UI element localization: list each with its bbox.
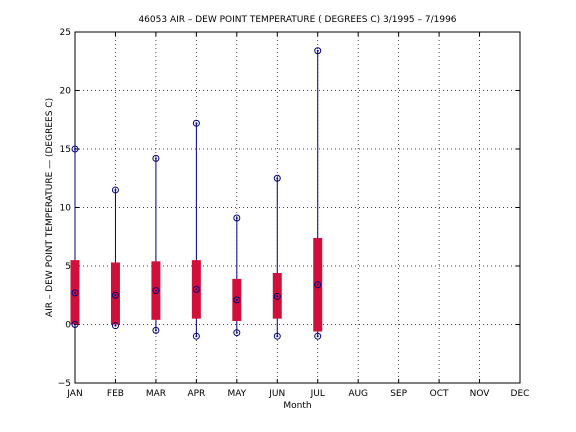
median-marker-dot — [154, 289, 157, 292]
box-jul — [313, 47, 323, 340]
y-tick-label: 5 — [65, 262, 71, 272]
x-tick-label: FEB — [107, 389, 124, 399]
max-marker — [273, 174, 281, 182]
min-marker — [314, 332, 322, 340]
x-tick-label: JUN — [268, 389, 285, 399]
median-marker — [273, 292, 281, 300]
box-may — [232, 214, 242, 337]
y-tick-label: 25 — [60, 28, 71, 38]
y-tick-label: 20 — [60, 87, 72, 97]
x-tick-label: SEP — [390, 389, 407, 399]
max-marker — [71, 145, 79, 153]
x-tick-label: DEC — [511, 389, 530, 399]
median-marker — [152, 287, 160, 295]
median-marker-dot — [195, 288, 198, 291]
median-marker-dot — [74, 291, 76, 294]
y-tick-label: −5 — [58, 379, 71, 389]
max-marker-dot — [276, 177, 279, 180]
box-series — [70, 47, 323, 340]
x-tick-label: AUG — [348, 389, 368, 399]
median-marker-dot — [235, 298, 238, 301]
max-marker — [192, 119, 200, 127]
max-marker — [111, 186, 119, 194]
median-marker — [233, 296, 241, 304]
median-marker — [71, 289, 79, 297]
min-marker-dot — [235, 331, 238, 334]
median-marker-dot — [114, 294, 117, 297]
median-marker-dot — [276, 295, 279, 298]
min-marker — [233, 329, 241, 337]
max-marker — [233, 214, 241, 222]
x-tick-label: JUL — [310, 389, 325, 399]
x-tick-label: MAR — [146, 389, 166, 399]
median-marker — [111, 291, 119, 299]
min-marker — [273, 332, 281, 340]
max-marker-dot — [154, 157, 157, 160]
x-axis-label: Month — [283, 401, 311, 411]
max-marker-dot — [195, 122, 198, 125]
y-tick-label: 10 — [60, 204, 72, 214]
axis-ticks — [74, 31, 521, 384]
x-tick-label: OCT — [430, 389, 449, 399]
max-marker-dot — [316, 49, 319, 52]
iqr-box — [110, 262, 120, 325]
median-marker-dot — [316, 283, 319, 286]
min-marker-dot — [154, 329, 157, 332]
y-tick-label: 15 — [60, 145, 71, 155]
max-marker-dot — [235, 217, 238, 220]
x-tick-label: MAY — [227, 389, 246, 399]
y-tick-label: 0 — [65, 321, 71, 331]
box-jun — [272, 174, 282, 340]
min-marker — [152, 326, 160, 334]
min-marker-dot — [114, 324, 117, 327]
y-axis-label: AIR – DEW POINT TEMPERATURE — (DEGREES C… — [45, 98, 55, 317]
median-marker — [192, 285, 200, 293]
min-marker-dot — [276, 335, 279, 338]
min-marker-dot — [195, 335, 198, 338]
box-apr — [191, 119, 201, 340]
min-marker — [192, 332, 200, 340]
x-tick-label: NOV — [470, 389, 491, 399]
min-marker-dot — [316, 335, 319, 338]
box-mar — [151, 154, 161, 334]
median-marker — [314, 281, 322, 289]
x-tick-label: JAN — [66, 389, 82, 399]
max-marker-dot — [114, 188, 117, 191]
tick-labels: JAN FEB MAR APR MAY JUN JUL AUG SEP OCT NOV DEC −5 0 5… — [58, 28, 530, 399]
max-marker-dot — [74, 148, 76, 150]
box-jan — [70, 145, 80, 328]
min-marker-dot — [74, 323, 76, 326]
min-marker — [111, 322, 119, 330]
chart-title: 46053 AIR – DEW POINT TEMPERATURE ( DEGR… — [138, 15, 456, 25]
max-marker — [314, 47, 322, 55]
box-feb — [110, 186, 120, 330]
x-tick-label: APR — [187, 389, 205, 399]
max-marker — [152, 154, 160, 162]
min-marker — [71, 321, 79, 328]
